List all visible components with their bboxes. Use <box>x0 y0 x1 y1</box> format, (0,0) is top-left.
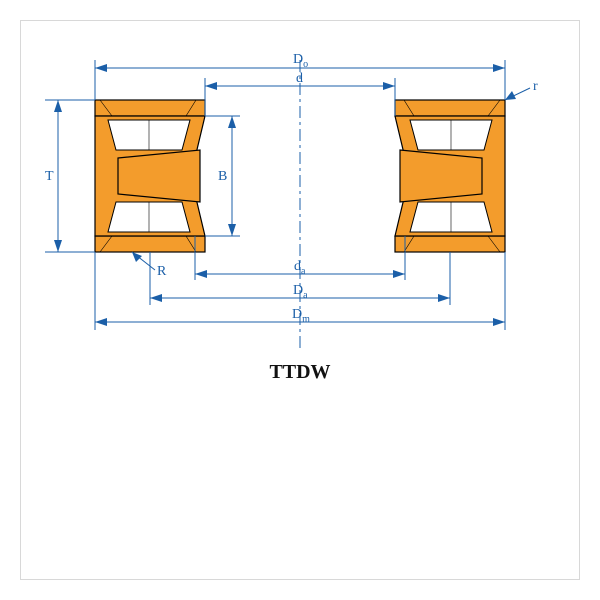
figure-frame <box>20 20 580 580</box>
